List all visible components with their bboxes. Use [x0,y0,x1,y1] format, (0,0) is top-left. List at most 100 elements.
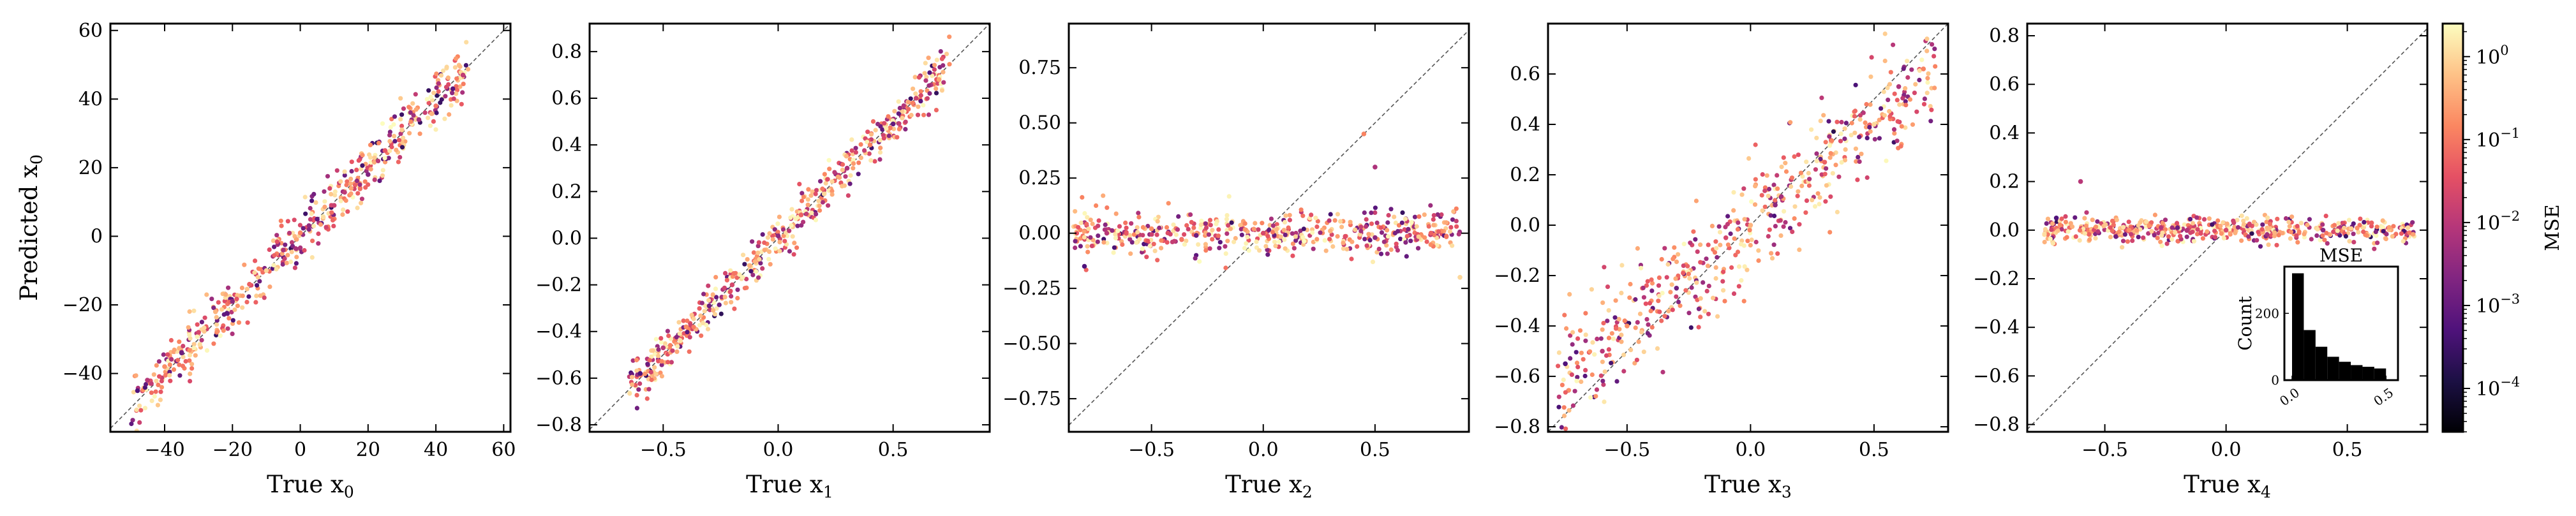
data-point [274,267,279,272]
data-point [398,131,403,136]
data-point [396,138,402,143]
data-point [188,371,193,376]
data-point [2380,225,2385,230]
data-point [1417,214,1422,219]
data-point [1813,167,1818,172]
data-point [888,126,893,131]
data-point [1633,297,1638,302]
data-point [789,223,794,228]
data-point [1277,239,1282,244]
data-point [1073,239,1078,244]
data-point [1613,326,1619,331]
data-point [670,348,675,353]
data-point [416,117,422,122]
data-point [727,290,733,295]
data-point [1267,227,1272,232]
data-point [1103,222,1108,227]
data-point [350,195,355,200]
data-point [1155,258,1160,263]
data-point [659,339,664,345]
data-point [1600,378,1605,383]
data-point [458,64,463,70]
data-point [756,244,761,249]
data-point [724,277,729,283]
data-point [1290,241,1295,246]
data-point [1328,228,1333,234]
data-point [930,73,935,78]
data-point [1853,146,1858,151]
data-point [1196,242,1201,247]
data-point [1818,156,1823,161]
data-point [865,129,870,135]
data-point [897,126,902,131]
data-point [1373,205,1378,210]
data-point [1392,214,1397,219]
data-point [2110,218,2115,223]
data-point [712,312,717,317]
data-point [1570,403,1575,408]
data-point [191,342,197,347]
data-point [368,155,373,160]
data-point [262,295,267,300]
y-tick-label: −0.6 [1973,365,2020,387]
data-point [848,173,853,178]
data-point [1731,208,1736,213]
data-point [258,293,263,299]
data-point [1797,247,1802,253]
data-point [2356,230,2361,235]
data-point [787,228,792,233]
data-point [177,346,182,351]
data-point [701,320,706,326]
data-point [1329,232,1334,237]
data-point [797,182,802,187]
data-point [676,320,681,325]
data-point [918,99,923,104]
data-point [380,168,385,173]
data-point [1431,223,1436,228]
data-point [1115,228,1120,233]
data-point [399,145,405,150]
data-point [1450,217,1456,222]
data-point [1164,225,1170,230]
data-point [1681,270,1686,276]
data-point [2343,233,2348,239]
data-point [872,159,877,164]
data-point [1105,205,1110,210]
data-point [868,132,874,137]
data-point [316,241,321,246]
data-point [1687,276,1692,281]
data-point [1720,279,1725,284]
data-point [212,309,218,314]
inset-y-label: Count [2235,295,2256,350]
histogram-bar [2362,367,2374,380]
data-point [1210,237,1215,242]
data-point [2315,226,2320,232]
data-point [1257,248,1262,253]
data-point [1144,254,1149,260]
data-point [1595,336,1600,342]
data-point [1778,218,1783,223]
data-point [1590,340,1595,345]
data-point [1206,232,1211,237]
data-point [1718,242,1723,247]
data-point [1282,237,1287,242]
data-point [344,182,349,188]
colorbar-tick-label: 10−1 [2476,126,2520,152]
data-point [681,318,686,323]
data-point [154,363,159,368]
data-point [391,122,396,127]
data-point [2324,230,2329,235]
data-point [133,373,138,378]
data-point [156,359,161,364]
data-point [1140,249,1145,255]
data-point [2383,237,2388,242]
data-point [1659,256,1664,262]
data-point [2265,215,2270,220]
data-point [2120,245,2125,250]
data-point [1606,335,1612,341]
data-point [1696,325,1701,330]
data-point [886,133,891,138]
data-point [634,406,640,411]
data-point [1787,226,1793,231]
data-point [1895,119,1900,124]
